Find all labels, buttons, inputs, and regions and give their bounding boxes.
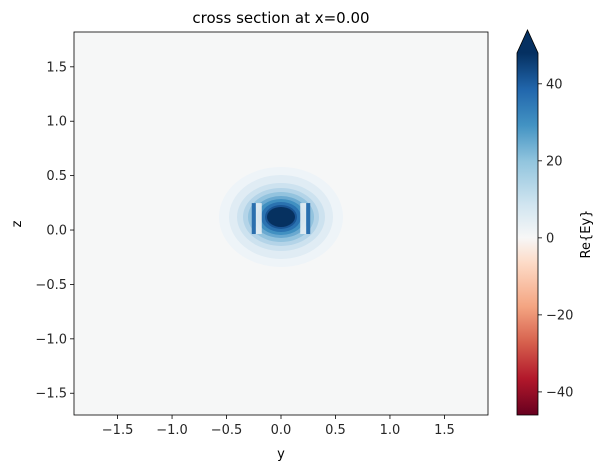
plot-area	[73, 31, 489, 416]
x-tick-label: 0.0	[271, 423, 292, 438]
guide-edge-right	[306, 203, 311, 235]
colorbar-outline	[516, 29, 539, 416]
chart-title: cross section at x=0.00	[192, 9, 369, 27]
x-tick-label: −1.5	[102, 423, 134, 438]
field-peak	[267, 206, 295, 227]
x-tick-label: 1.0	[380, 423, 401, 438]
colorbar-tick-label: 0	[546, 231, 554, 246]
x-axis-ticks: −1.5 −1.0 −0.5 0.0 0.5 1.0 1.5	[102, 415, 455, 438]
y-tick-label: −1.5	[35, 387, 67, 402]
guide-inner-left	[255, 203, 262, 235]
x-tick-label: 0.5	[325, 423, 346, 438]
x-tick-label: 1.5	[434, 423, 455, 438]
y-tick-label: 0.0	[46, 224, 67, 239]
colorbar-label: Re{Ey}	[579, 210, 594, 259]
colorbar-tick-label: 40	[546, 77, 563, 92]
x-axis-label: y	[277, 447, 285, 462]
colorbar: −40 −20 0 20 40 Re{Ey}	[516, 29, 594, 416]
colorbar-tick-label: 20	[546, 154, 563, 169]
y-axis-ticks: −1.5 −1.0 −0.5 0.0 0.5 1.0 1.5	[35, 60, 74, 402]
colorbar-tick-label: −40	[546, 385, 573, 400]
y-tick-label: −1.0	[35, 332, 67, 347]
colorbar-gradient	[517, 53, 538, 415]
colorbar-ticks: −40 −20 0 20 40	[538, 77, 573, 400]
y-tick-label: −0.5	[35, 278, 67, 293]
y-tick-label: 1.5	[46, 60, 67, 75]
x-tick-label: −1.0	[156, 423, 188, 438]
y-axis-label: z	[10, 220, 25, 227]
colorbar-tick-label: −20	[546, 308, 573, 323]
guide-inner-right	[300, 203, 307, 235]
x-tick-label: −0.5	[211, 423, 243, 438]
colorbar-extend-triangle	[517, 30, 538, 53]
y-tick-label: 1.0	[46, 115, 67, 130]
y-tick-label: 0.5	[46, 169, 67, 184]
guide-edge-left	[251, 203, 256, 235]
